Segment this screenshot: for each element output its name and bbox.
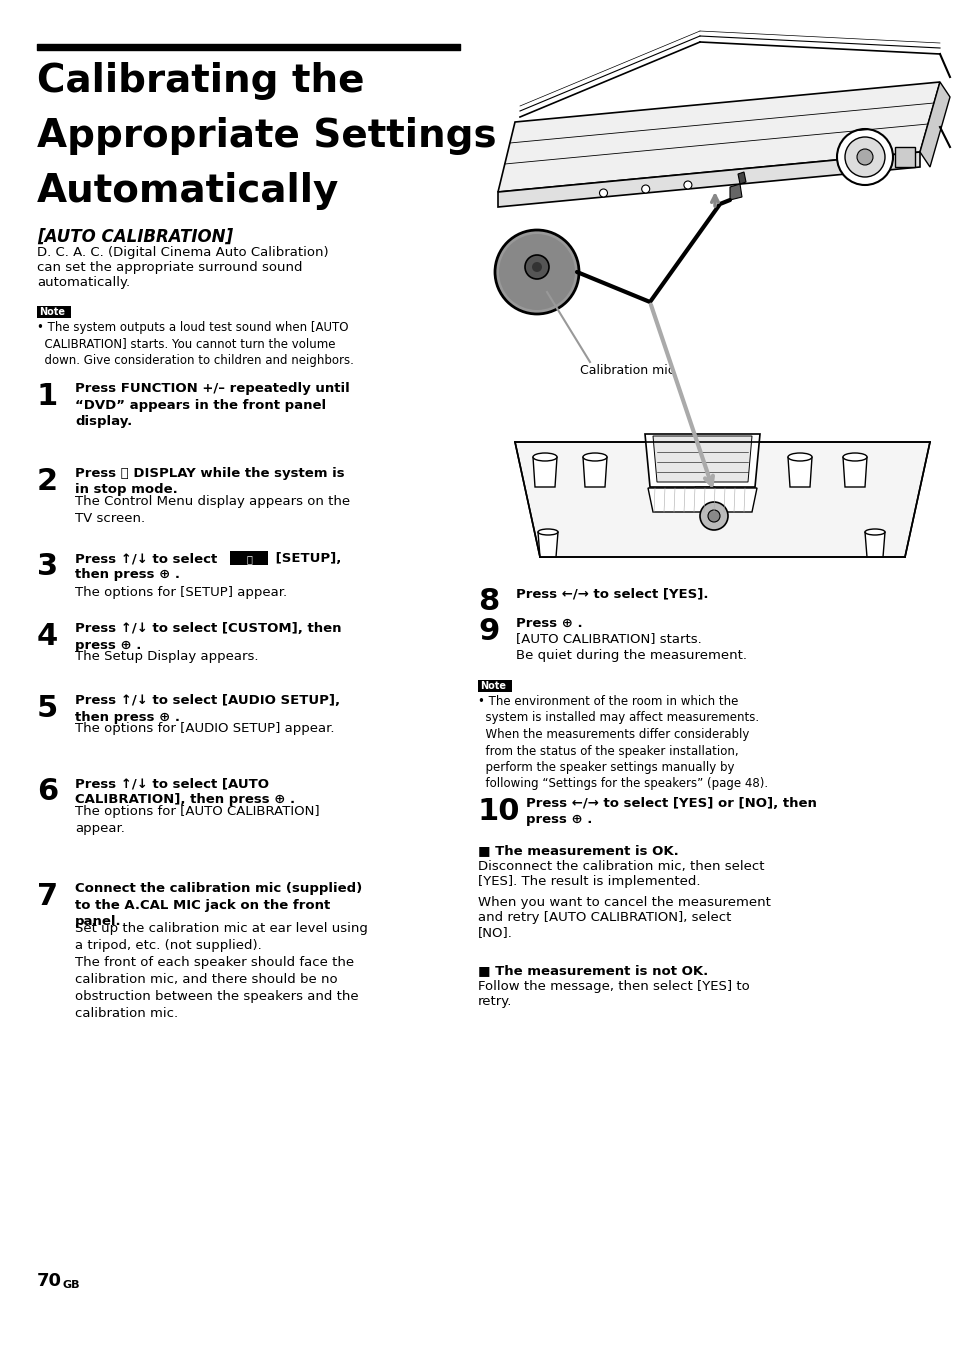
Text: 1: 1 xyxy=(37,383,58,411)
Circle shape xyxy=(836,128,892,185)
Circle shape xyxy=(683,181,691,189)
Ellipse shape xyxy=(537,529,558,535)
Text: Press ←/→ to select [YES].: Press ←/→ to select [YES]. xyxy=(516,587,708,600)
Text: 9: 9 xyxy=(477,617,498,646)
Text: Press ⎕ DISPLAY while the system is
in stop mode.: Press ⎕ DISPLAY while the system is in s… xyxy=(75,466,344,496)
Text: Automatically: Automatically xyxy=(37,172,339,210)
Text: ⛳: ⛳ xyxy=(246,554,252,564)
Text: The Setup Display appears.: The Setup Display appears. xyxy=(75,650,258,662)
Circle shape xyxy=(495,230,578,314)
Polygon shape xyxy=(738,172,745,184)
Circle shape xyxy=(856,149,872,165)
Text: Press ←/→ to select [YES] or [NO], then
press ⊕ .: Press ←/→ to select [YES] or [NO], then … xyxy=(525,796,816,826)
Text: Note: Note xyxy=(39,307,65,316)
Polygon shape xyxy=(652,435,751,483)
Text: Press ⊕ .: Press ⊕ . xyxy=(516,617,582,630)
Text: 2: 2 xyxy=(37,466,58,496)
Text: [SETUP],: [SETUP], xyxy=(271,552,341,565)
Bar xyxy=(894,147,914,168)
Text: Connect the calibration mic (supplied)
to the A.CAL MIC jack on the front
panel.: Connect the calibration mic (supplied) t… xyxy=(75,882,362,927)
Bar xyxy=(230,552,268,565)
Ellipse shape xyxy=(842,453,866,461)
Text: GB: GB xyxy=(63,1280,80,1290)
Ellipse shape xyxy=(787,453,811,461)
Text: Follow the message, then select [YES] to
retry.: Follow the message, then select [YES] to… xyxy=(477,980,749,1009)
Ellipse shape xyxy=(533,453,557,461)
Circle shape xyxy=(524,256,548,279)
Text: 5: 5 xyxy=(37,694,58,723)
Text: 8: 8 xyxy=(477,587,498,617)
Polygon shape xyxy=(515,442,929,557)
Text: D. C. A. C. (Digital Cinema Auto Calibration)
can set the appropriate surround s: D. C. A. C. (Digital Cinema Auto Calibra… xyxy=(37,246,328,289)
Bar xyxy=(477,680,512,692)
Text: Calibrating the: Calibrating the xyxy=(37,62,364,100)
Text: The Control Menu display appears on the
TV screen.: The Control Menu display appears on the … xyxy=(75,495,350,525)
Text: [AUTO CALIBRATION]: [AUTO CALIBRATION] xyxy=(37,228,233,246)
Ellipse shape xyxy=(864,529,884,535)
Polygon shape xyxy=(497,151,919,207)
Text: The options for [AUDIO SETUP] appear.: The options for [AUDIO SETUP] appear. xyxy=(75,722,335,734)
Polygon shape xyxy=(729,184,741,200)
Text: Press ↑/↓ to select [CUSTOM], then
press ⊕ .: Press ↑/↓ to select [CUSTOM], then press… xyxy=(75,622,341,652)
Text: Disconnect the calibration mic, then select
[YES]. The result is implemented.: Disconnect the calibration mic, then sel… xyxy=(477,860,763,888)
Polygon shape xyxy=(842,457,866,487)
Text: • The environment of the room in which the
  system is installed may affect meas: • The environment of the room in which t… xyxy=(477,695,767,791)
Text: The options for [AUTO CALIBRATION]
appear.: The options for [AUTO CALIBRATION] appea… xyxy=(75,804,319,834)
Polygon shape xyxy=(695,487,714,499)
Text: Note: Note xyxy=(479,681,505,691)
Text: Calibration mic: Calibration mic xyxy=(579,364,674,377)
Circle shape xyxy=(498,234,575,310)
Polygon shape xyxy=(533,457,557,487)
Polygon shape xyxy=(864,531,884,557)
Polygon shape xyxy=(537,531,558,557)
Circle shape xyxy=(844,137,884,177)
Circle shape xyxy=(707,510,720,522)
Text: 3: 3 xyxy=(37,552,58,581)
Bar xyxy=(37,306,71,318)
Polygon shape xyxy=(647,488,757,512)
Polygon shape xyxy=(644,434,760,487)
Text: Press ↑/↓ to select [AUDIO SETUP],
then press ⊕ .: Press ↑/↓ to select [AUDIO SETUP], then … xyxy=(75,694,340,723)
Polygon shape xyxy=(497,82,939,192)
Text: then press ⊕ .: then press ⊕ . xyxy=(75,568,180,581)
Polygon shape xyxy=(787,457,811,487)
Ellipse shape xyxy=(582,453,606,461)
Text: Appropriate Settings: Appropriate Settings xyxy=(37,118,497,155)
Text: The options for [SETUP] appear.: The options for [SETUP] appear. xyxy=(75,585,287,599)
Circle shape xyxy=(532,262,541,272)
Circle shape xyxy=(641,185,649,193)
Text: Set up the calibration mic at ear level using
a tripod, etc. (not supplied).
The: Set up the calibration mic at ear level … xyxy=(75,922,368,1021)
Polygon shape xyxy=(582,457,606,487)
Polygon shape xyxy=(919,82,949,168)
Circle shape xyxy=(700,502,727,530)
Text: 4: 4 xyxy=(37,622,58,652)
Text: Press FUNCTION +/– repeatedly until
“DVD” appears in the front panel
display.: Press FUNCTION +/– repeatedly until “DVD… xyxy=(75,383,350,429)
Text: Press ↑/↓ to select: Press ↑/↓ to select xyxy=(75,552,222,565)
Text: 10: 10 xyxy=(477,796,520,826)
Text: 6: 6 xyxy=(37,777,58,806)
Text: [AUTO CALIBRATION] starts.
Be quiet during the measurement.: [AUTO CALIBRATION] starts. Be quiet duri… xyxy=(516,631,746,662)
Text: • The system outputs a loud test sound when [AUTO
  CALIBRATION] starts. You can: • The system outputs a loud test sound w… xyxy=(37,320,354,366)
Text: 7: 7 xyxy=(37,882,58,911)
Text: ■ The measurement is not OK.: ■ The measurement is not OK. xyxy=(477,964,707,977)
Circle shape xyxy=(598,189,607,197)
Text: When you want to cancel the measurement
and retry [AUTO CALIBRATION], select
[NO: When you want to cancel the measurement … xyxy=(477,896,770,940)
Text: 70: 70 xyxy=(37,1272,62,1290)
Text: Press ↑/↓ to select [AUTO
CALIBRATION], then press ⊕ .: Press ↑/↓ to select [AUTO CALIBRATION], … xyxy=(75,777,294,807)
Text: ■ The measurement is OK.: ■ The measurement is OK. xyxy=(477,844,678,857)
